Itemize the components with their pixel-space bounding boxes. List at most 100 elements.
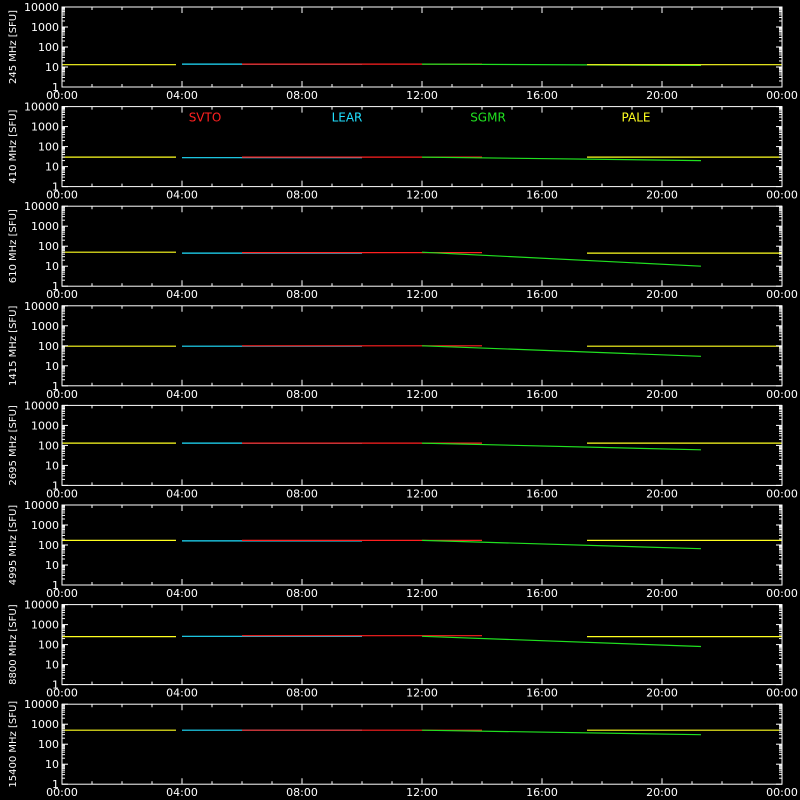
y-tick-label: 1: [52, 579, 59, 592]
y-tick-label: 100: [38, 141, 59, 154]
series-line-sgmr: [421, 251, 702, 267]
y-tick-label: 10000: [24, 698, 59, 711]
x-tick-label: 04:00: [166, 189, 198, 202]
series-line-sgmr: [421, 345, 702, 357]
y-tick-label: 10: [45, 459, 59, 472]
x-tick-label: 00:00: [46, 786, 78, 799]
x-tick-label: 00:00: [766, 288, 798, 301]
plot-frame: [61, 604, 783, 686]
y-tick-label: 1000: [31, 718, 59, 731]
y-axis-label: 2695 MHz [SFU]: [8, 405, 19, 486]
x-tick-label: 16:00: [526, 587, 558, 600]
x-tick-label: 04:00: [166, 587, 198, 600]
plot-frame: [61, 703, 783, 785]
legend-label-svto: SVTO: [189, 111, 222, 125]
x-tick-label: 12:00: [406, 89, 438, 102]
y-tick-label: 100: [38, 41, 59, 54]
y-tick-label: 100: [38, 539, 59, 552]
x-tick-label: 00:00: [766, 687, 798, 700]
x-tick-label: 08:00: [286, 687, 318, 700]
legend-label-lear: LEAR: [332, 111, 363, 125]
series-line-sgmr: [421, 729, 702, 736]
x-tick-label: 16:00: [526, 388, 558, 401]
series-line-sgmr: [421, 156, 702, 162]
plot-frame: [61, 504, 783, 586]
x-tick-label: 08:00: [286, 587, 318, 600]
x-tick-label: 08:00: [286, 189, 318, 202]
x-tick-label: 12:00: [406, 189, 438, 202]
plot-frame: [61, 106, 783, 188]
x-tick-label: 16:00: [526, 487, 558, 500]
y-tick-label: 10000: [24, 101, 59, 114]
legend-label-pale: PALE: [622, 111, 651, 125]
x-tick-label: 20:00: [646, 587, 678, 600]
y-tick-label: 10: [45, 360, 59, 373]
y-tick-label: 10000: [24, 399, 59, 412]
x-tick-label: 12:00: [406, 288, 438, 301]
y-tick-label: 10: [45, 161, 59, 174]
x-tick-label: 12:00: [406, 388, 438, 401]
y-axis-label: 610 MHz [SFU]: [8, 209, 19, 283]
x-tick-label: 20:00: [646, 189, 678, 202]
x-tick-label: 16:00: [526, 687, 558, 700]
x-tick-label: 08:00: [286, 487, 318, 500]
y-tick-label: 1: [52, 280, 59, 293]
x-tick-label: 00:00: [46, 288, 78, 301]
y-tick-label: 1000: [31, 419, 59, 432]
x-tick-label: 16:00: [526, 288, 558, 301]
x-tick-label: 00:00: [46, 89, 78, 102]
x-tick-label: 12:00: [406, 487, 438, 500]
y-axis-label: 1415 MHz [SFU]: [8, 305, 19, 386]
x-tick-label: 04:00: [166, 288, 198, 301]
x-tick-label: 08:00: [286, 89, 318, 102]
y-tick-label: 100: [38, 738, 59, 751]
y-tick-label: 1: [52, 181, 59, 194]
y-axis-label: 15400 MHz [SFU]: [8, 701, 19, 788]
y-tick-label: 1000: [31, 121, 59, 134]
y-tick-label: 10: [45, 559, 59, 572]
x-tick-label: 04:00: [166, 388, 198, 401]
plot-frame: [61, 404, 783, 486]
y-tick-label: 10000: [24, 200, 59, 213]
y-tick-label: 10000: [24, 300, 59, 313]
x-tick-label: 00:00: [766, 89, 798, 102]
y-tick-label: 100: [38, 340, 59, 353]
series-line-sgmr: [421, 635, 702, 648]
x-tick-label: 04:00: [166, 487, 198, 500]
x-tick-label: 04:00: [166, 89, 198, 102]
x-tick-label: 16:00: [526, 89, 558, 102]
x-tick-label: 00:00: [766, 487, 798, 500]
x-tick-label: 00:00: [766, 388, 798, 401]
x-tick-label: 04:00: [166, 786, 198, 799]
x-tick-label: 20:00: [646, 388, 678, 401]
plot-frame: [61, 205, 783, 287]
y-tick-label: 1000: [31, 220, 59, 233]
y-tick-label: 10: [45, 61, 59, 74]
series-line-sgmr: [421, 442, 702, 451]
x-tick-label: 20:00: [646, 89, 678, 102]
y-tick-label: 10000: [24, 1, 59, 14]
x-tick-label: 00:00: [766, 786, 798, 799]
x-tick-label: 12:00: [406, 587, 438, 600]
legend-label-sgmr: SGMR: [470, 111, 506, 125]
x-tick-label: 12:00: [406, 687, 438, 700]
series-line-sgmr: [421, 539, 702, 550]
y-tick-label: 10000: [24, 599, 59, 612]
y-tick-label: 1000: [31, 320, 59, 333]
x-tick-label: 08:00: [286, 388, 318, 401]
y-axis-label: 245 MHz [SFU]: [8, 10, 19, 84]
y-axis-label: 4995 MHz [SFU]: [8, 505, 19, 586]
x-tick-label: 08:00: [286, 786, 318, 799]
x-tick-label: 20:00: [646, 687, 678, 700]
x-tick-label: 00:00: [46, 388, 78, 401]
y-tick-label: 1000: [31, 619, 59, 632]
y-tick-label: 10: [45, 758, 59, 771]
x-tick-label: 00:00: [46, 189, 78, 202]
